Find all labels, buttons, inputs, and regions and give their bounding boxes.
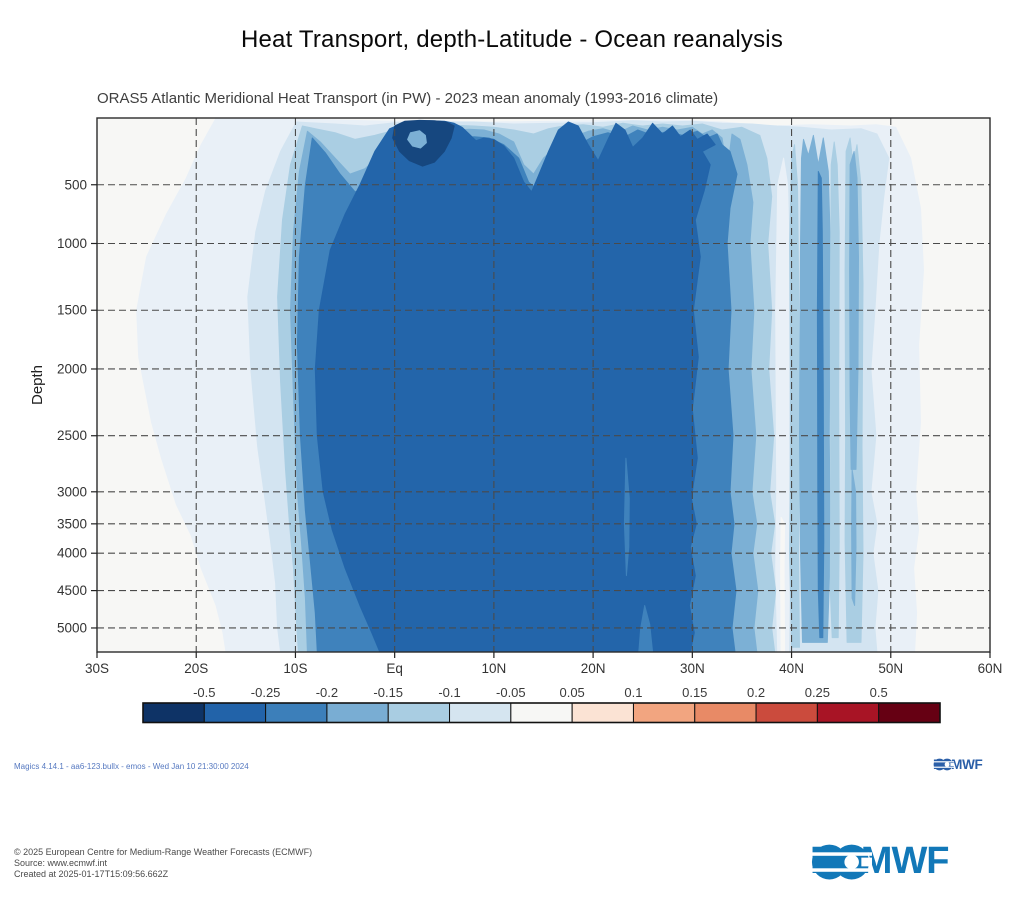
svg-text:500: 500 xyxy=(64,177,87,192)
svg-text:-0.2: -0.2 xyxy=(316,685,338,700)
svg-text:5000: 5000 xyxy=(57,620,87,635)
svg-text:4000: 4000 xyxy=(57,546,87,561)
svg-text:4500: 4500 xyxy=(57,583,87,598)
source-line: Source: www.ecmwf.int xyxy=(14,858,108,868)
plot-subtitle: ORAS5 Atlantic Meridional Heat Transport… xyxy=(97,90,719,107)
colorbar-cell xyxy=(510,702,573,723)
svg-text:60N: 60N xyxy=(978,661,1003,676)
colorbar-cell xyxy=(387,702,451,723)
colorbar-cell xyxy=(694,702,757,723)
contour-region-navy-swirl xyxy=(407,130,427,149)
colorbar-cell xyxy=(571,702,634,723)
ecmwf-logo-small: ECMWF xyxy=(933,757,983,772)
colorbar-cell xyxy=(203,702,267,723)
colorbar-cell xyxy=(449,702,512,723)
svg-text:0.15: 0.15 xyxy=(682,685,707,700)
svg-text:0.1: 0.1 xyxy=(624,685,642,700)
colorbar-cell xyxy=(326,702,389,723)
svg-text:0.25: 0.25 xyxy=(805,685,830,700)
svg-text:30N: 30N xyxy=(680,661,705,676)
footer-credits: © 2025 European Centre for Medium-Range … xyxy=(14,847,312,880)
svg-text:0.2: 0.2 xyxy=(747,685,765,700)
colorbar-cell xyxy=(755,702,818,723)
svg-text:30S: 30S xyxy=(85,661,109,676)
contour-region-stripe-pale-39N xyxy=(775,157,791,652)
svg-text:0.05: 0.05 xyxy=(559,685,584,700)
svg-text:1500: 1500 xyxy=(57,303,87,318)
contour-region-stripe-46N-core-deep xyxy=(851,468,857,606)
colorbar-cell xyxy=(142,702,205,723)
magics-credit-line: Magics 4.14.1 - aa6-123.bullx - emos - W… xyxy=(14,762,249,771)
svg-text:2000: 2000 xyxy=(57,361,87,376)
colorbar-cell xyxy=(265,702,328,723)
colorbar-cell xyxy=(632,702,696,723)
svg-text:Depth: Depth xyxy=(29,365,46,405)
contour-region-stripe-46N-core xyxy=(849,150,859,470)
colorbar-cell xyxy=(816,702,880,723)
colorbar-cell xyxy=(878,702,941,723)
svg-text:1000: 1000 xyxy=(57,236,87,251)
contour-plot: 30S 20S 10S Eq 10N 20N 30N 40N 50N 60N 500 1000 1500… xyxy=(29,117,1003,724)
svg-text:20N: 20N xyxy=(581,661,606,676)
page-title: Heat Transport, depth-Latitude - Ocean r… xyxy=(240,26,784,53)
svg-text:2500: 2500 xyxy=(57,428,87,443)
svg-text:3000: 3000 xyxy=(57,484,87,499)
contour-region-band-lt-0.25-core xyxy=(314,120,716,652)
svg-text:-0.25: -0.25 xyxy=(251,685,281,700)
svg-text:40N: 40N xyxy=(779,661,804,676)
svg-text:50N: 50N xyxy=(878,661,903,676)
contour-region-stripe-white-39N-deep xyxy=(780,516,786,652)
svg-text:-0.15: -0.15 xyxy=(373,685,403,700)
svg-text:-0.5: -0.5 xyxy=(193,685,215,700)
contour-region-stripe-40N xyxy=(789,144,800,648)
contour-region-stripe-41-44N xyxy=(799,134,831,643)
svg-text:20S: 20S xyxy=(184,661,208,676)
svg-text:0.5: 0.5 xyxy=(870,685,888,700)
contour-region-stripe-44N xyxy=(829,141,840,639)
ecmwf-logo-icon xyxy=(933,758,954,771)
svg-text:10S: 10S xyxy=(283,661,307,676)
created-line: Created at 2025-01-17T15:09:56.662Z xyxy=(14,869,169,879)
svg-text:Eq: Eq xyxy=(386,661,403,676)
ecmwf-logo-icon xyxy=(810,844,872,880)
svg-text:-0.05: -0.05 xyxy=(496,685,526,700)
svg-text:10N: 10N xyxy=(482,661,507,676)
svg-text:3500: 3500 xyxy=(57,516,87,531)
svg-text:-0.1: -0.1 xyxy=(438,685,460,700)
contour-region-core-bottom-notch xyxy=(638,605,654,652)
ecmwf-logo-large: ECMWF xyxy=(810,840,950,883)
copyright-line: © 2025 European Centre for Medium-Range … xyxy=(14,847,313,857)
contour-region-stripe-43N-dark xyxy=(816,170,825,639)
